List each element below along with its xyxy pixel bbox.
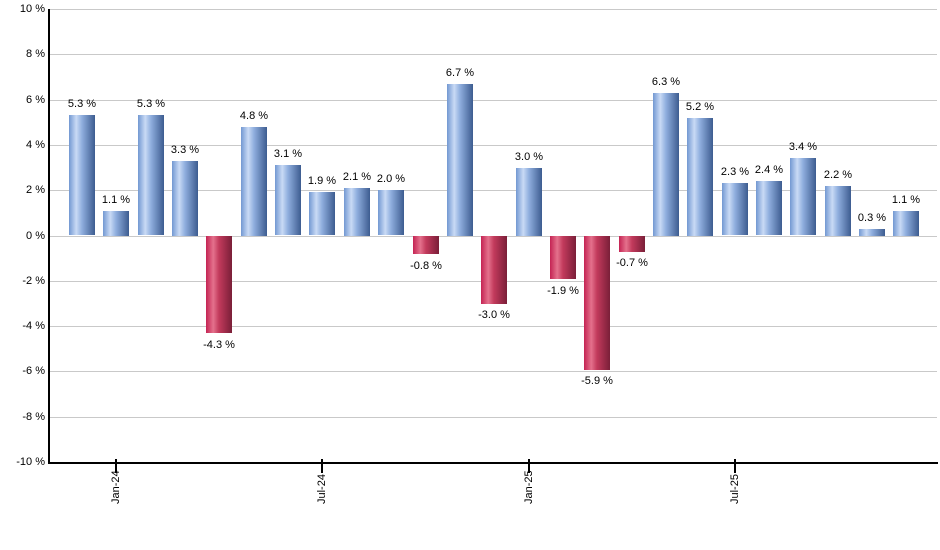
bar-value-label: -3.0 %	[478, 309, 510, 321]
bar-value-label: 3.4 %	[788, 141, 818, 153]
bar-positive	[516, 168, 542, 236]
bar-value-label: 5.3 %	[67, 98, 97, 110]
gridline	[50, 54, 937, 55]
bar-value-label: -5.9 %	[581, 375, 613, 387]
x-axis-tick	[321, 459, 323, 473]
y-axis-tick-label: 10 %	[19, 3, 45, 15]
x-axis-tick-label: Jan-24	[110, 470, 122, 504]
bar-negative	[619, 236, 645, 252]
bar-value-label: 6.7 %	[445, 67, 475, 79]
y-axis-tick-label: 2 %	[26, 184, 45, 196]
bar-positive	[172, 161, 198, 236]
bar-positive	[687, 118, 713, 236]
bar-positive	[756, 181, 782, 235]
bar-value-label: -1.9 %	[547, 285, 579, 297]
gridline	[50, 190, 937, 191]
bar-negative	[584, 236, 610, 370]
y-axis-tick-label: 4 %	[26, 139, 45, 151]
bar-positive	[138, 115, 164, 235]
y-axis-tick-label: -4 %	[22, 320, 45, 332]
bar-negative	[481, 236, 507, 304]
y-axis-tick-label: -8 %	[22, 411, 45, 423]
bar-positive	[447, 84, 473, 236]
gridline	[50, 326, 937, 327]
gridline	[50, 9, 937, 10]
bar-value-label: 3.0 %	[514, 151, 544, 163]
bar-positive	[344, 188, 370, 236]
x-axis-tick-label: Jan-25	[523, 470, 535, 504]
gridline	[50, 417, 937, 418]
bar-positive	[722, 183, 748, 235]
bar-value-label: 0.3 %	[857, 212, 887, 224]
bar-value-label: 2.4 %	[754, 164, 784, 176]
bar-positive	[859, 229, 885, 236]
bar-value-label: -0.7 %	[616, 257, 648, 269]
gridline	[50, 145, 937, 146]
y-axis-tick-label: -2 %	[22, 275, 45, 287]
bar-value-label: 4.8 %	[239, 110, 269, 122]
bar-positive	[790, 158, 816, 235]
bar-positive	[378, 190, 404, 235]
bar-value-label: 1.1 %	[101, 194, 131, 206]
bar-positive	[309, 192, 335, 235]
bar-positive	[825, 186, 851, 236]
bar-value-label: 2.1 %	[342, 171, 372, 183]
bar-value-label: 2.0 %	[376, 173, 406, 185]
bar-positive	[893, 211, 919, 236]
y-axis-tick-label: -6 %	[22, 365, 45, 377]
x-axis-tick	[734, 459, 736, 473]
y-axis-line	[48, 9, 50, 464]
y-axis-tick-label: -10 %	[16, 456, 45, 468]
bar-value-label: 3.3 %	[170, 144, 200, 156]
bar-positive	[241, 127, 267, 236]
bar-value-label: 5.3 %	[136, 98, 166, 110]
y-axis-tick-label: 6 %	[26, 94, 45, 106]
x-axis-line	[48, 462, 938, 464]
bar-value-label: 2.3 %	[720, 166, 750, 178]
bar-value-label: -4.3 %	[203, 339, 235, 351]
x-axis-tick	[115, 459, 117, 473]
bar-value-label: 1.9 %	[307, 175, 337, 187]
x-axis-tick-label: Jul-25	[729, 474, 741, 504]
bar-value-label: 3.1 %	[273, 148, 303, 160]
y-axis-tick-label: 0 %	[26, 230, 45, 242]
bar-negative	[550, 236, 576, 279]
bar-value-label: -0.8 %	[410, 260, 442, 272]
gridline	[50, 371, 937, 372]
bar-negative	[413, 236, 439, 254]
bar-value-label: 5.2 %	[685, 101, 715, 113]
x-axis-tick-label: Jul-24	[316, 474, 328, 504]
bar-positive	[69, 115, 95, 235]
bar-positive	[653, 93, 679, 236]
x-axis-tick	[528, 459, 530, 473]
y-axis-tick-label: 8 %	[26, 48, 45, 60]
bar-value-label: 6.3 %	[651, 76, 681, 88]
gridline	[50, 100, 937, 101]
bar-positive	[275, 165, 301, 235]
bar-value-label: 1.1 %	[891, 194, 921, 206]
bar-value-label: 2.2 %	[823, 169, 853, 181]
bar-negative	[206, 236, 232, 333]
bar-positive	[103, 211, 129, 236]
